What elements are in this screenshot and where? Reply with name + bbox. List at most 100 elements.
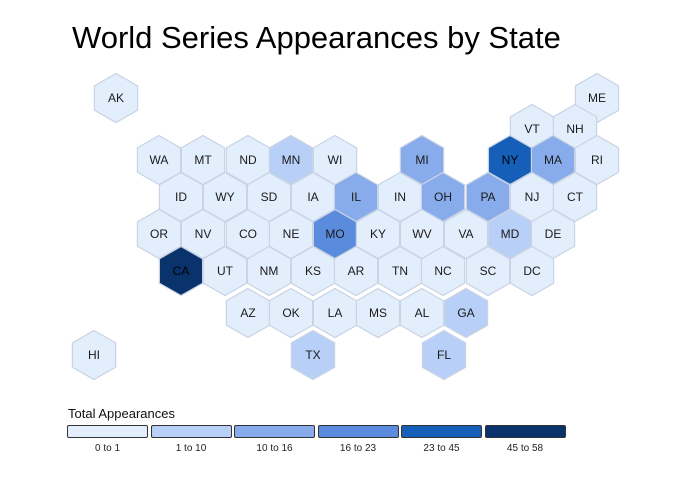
state-label: CA (173, 264, 190, 278)
state-hex-ma: MA (530, 134, 576, 186)
state-hex-shape (399, 287, 445, 339)
state-label: MD (501, 227, 520, 241)
state-hex-shape (420, 245, 466, 297)
legend: 0 to 1 1 to 10 10 to 16 16 to 23 23 to 45 45 … (67, 425, 567, 465)
legend-label: 10 to 16 (256, 443, 293, 454)
state-label: AR (348, 264, 365, 278)
legend-swatch (401, 425, 482, 438)
state-hex-ca: CA (158, 245, 204, 297)
state-hex-nv: NV (180, 208, 226, 260)
state-hex-wi: WI (312, 134, 358, 186)
state-hex-shape (268, 287, 314, 339)
state-hex-shape (333, 245, 379, 297)
legend-label: 0 to 1 (94, 443, 121, 454)
legend-swatch (484, 425, 566, 438)
state-label: IN (394, 190, 406, 204)
state-label: MI (415, 153, 428, 167)
state-hex-shape (202, 245, 248, 297)
state-label: ID (175, 190, 187, 204)
state-hex-az: AZ (225, 287, 271, 339)
state-label: WA (150, 153, 169, 167)
state-hex-sd: SD (246, 171, 292, 223)
legend-item: 16 to 23 (317, 425, 399, 454)
state-label: NC (434, 264, 452, 278)
legend-item: 10 to 16 (234, 425, 315, 454)
state-label: TX (305, 348, 320, 362)
state-label: AZ (240, 306, 255, 320)
state-hex-mi: MI (399, 134, 445, 186)
state-hex-de: DE (530, 208, 576, 260)
state-label: DC (523, 264, 541, 278)
state-hex-wa: WA (136, 134, 182, 186)
state-label: CT (567, 190, 584, 204)
state-hex-sc: SC (465, 245, 511, 297)
state-hex-hi: HI (71, 329, 117, 381)
state-label: MO (325, 227, 344, 241)
state-label: NV (195, 227, 212, 241)
state-hex-dc: DC (509, 245, 555, 297)
legend-title: Total Appearances (68, 406, 175, 421)
state-label: OR (150, 227, 168, 241)
legend-swatch (317, 425, 399, 438)
legend-item: 1 to 10 (150, 425, 232, 454)
legend-item: 45 to 58 (484, 425, 566, 454)
state-hex-shape (465, 245, 511, 297)
state-label: KS (305, 264, 321, 278)
legend-label: 16 to 23 (339, 443, 377, 454)
state-label: IL (351, 190, 361, 204)
state-hex-nm: NM (246, 245, 292, 297)
state-label: OH (434, 190, 452, 204)
hex-map: AK ME VT NH WA MT ND MN WI MI NY MA RI ID WY SD IA IL IN OH… (71, 72, 620, 381)
state-hex-shape (246, 245, 292, 297)
state-hex-shape (443, 287, 489, 339)
state-label: FL (437, 348, 451, 362)
state-label: RI (591, 153, 603, 167)
state-hex-shape (290, 329, 336, 381)
state-hex-va: VA (443, 208, 489, 260)
state-hex-shape (71, 329, 117, 381)
state-label: PA (480, 190, 495, 204)
state-hex-al: AL (399, 287, 445, 339)
state-label: IA (307, 190, 318, 204)
state-hex-mo: MO (312, 208, 358, 260)
state-hex-ms: MS (355, 287, 401, 339)
state-label: MA (544, 153, 562, 167)
state-label: ND (239, 153, 257, 167)
state-label: WV (412, 227, 431, 241)
legend-item: 23 to 45 (401, 425, 482, 454)
state-label: WI (328, 153, 343, 167)
state-label: SC (480, 264, 497, 278)
state-label: NJ (525, 190, 540, 204)
state-label: NM (260, 264, 279, 278)
legend-label: 45 to 58 (506, 443, 544, 454)
state-hex-shape (93, 72, 139, 124)
state-label: VA (458, 227, 473, 241)
state-label: AL (415, 306, 430, 320)
state-hex-ga: GA (443, 287, 489, 339)
state-hex-la: LA (312, 287, 358, 339)
state-label: TN (392, 264, 408, 278)
state-label: UT (217, 264, 234, 278)
state-hex-shape (509, 245, 555, 297)
state-hex-ky: KY (355, 208, 401, 260)
state-hex-nc: NC (420, 245, 466, 297)
state-label: NE (283, 227, 300, 241)
state-label: OK (282, 306, 299, 320)
state-label: CO (239, 227, 257, 241)
legend-swatch (67, 425, 148, 438)
state-label: SD (261, 190, 278, 204)
state-label: NH (566, 122, 583, 136)
state-hex-shape (421, 329, 467, 381)
state-label: HI (88, 348, 100, 362)
state-hex-ar: AR (333, 245, 379, 297)
state-hex-ok: OK (268, 287, 314, 339)
legend-label: 1 to 10 (175, 443, 207, 454)
state-hex-mn: MN (268, 134, 314, 186)
state-hex-fl: FL (421, 329, 467, 381)
state-label: GA (457, 306, 474, 320)
state-hex-ak: AK (93, 72, 139, 124)
state-label: VT (524, 122, 540, 136)
legend-swatch (150, 425, 232, 438)
state-label: AK (108, 91, 124, 105)
state-hex-mt: MT (180, 134, 226, 186)
